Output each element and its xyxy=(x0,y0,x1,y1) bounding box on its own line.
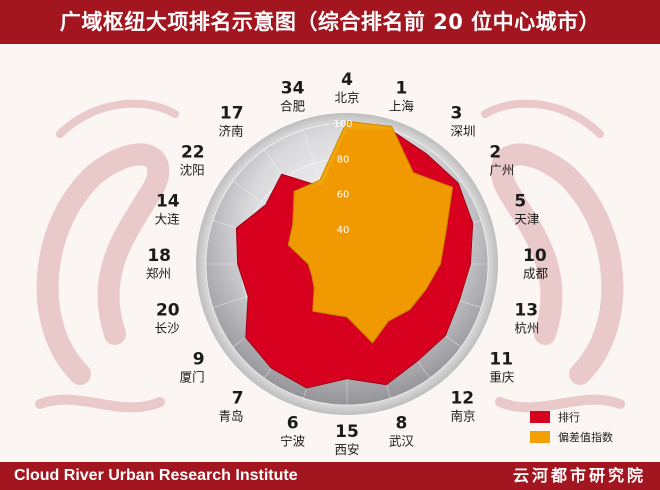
axis-city-label: 天津 xyxy=(514,212,539,227)
axis-rank-label: 34 xyxy=(281,79,305,99)
legend-swatch-rank xyxy=(530,411,550,423)
legend-item-rank: 排行 xyxy=(530,408,640,426)
chart-title: 广域枢纽大项排名示意图（综合排名前 20 位中心城市） xyxy=(59,10,601,34)
axis-rank-label: 15 xyxy=(335,422,359,442)
legend: 排行 偏差值指数 xyxy=(530,408,640,448)
axis-city-label: 沈阳 xyxy=(180,163,205,178)
axis-city-label: 宁波 xyxy=(280,433,306,448)
axis-rank-label: 10 xyxy=(523,246,547,266)
footer-bar: Cloud River Urban Research Institute 云河都… xyxy=(0,462,660,490)
axis-city-label: 深圳 xyxy=(450,124,475,139)
tick-layer: 40 60 80 100 xyxy=(333,119,352,236)
axis-city-label: 厦门 xyxy=(180,369,205,384)
axis-rank-label: 2 xyxy=(489,143,501,163)
axis-city-label: 武汉 xyxy=(389,433,415,448)
axis-city-label: 大连 xyxy=(155,212,181,227)
axis-rank-label: 20 xyxy=(156,300,180,320)
axis-city-label: 济南 xyxy=(219,124,244,139)
axis-rank-label: 4 xyxy=(341,70,353,90)
axis-city-label: 杭州 xyxy=(514,320,539,335)
axis-city-label: 青岛 xyxy=(219,408,244,423)
legend-swatch-score xyxy=(530,431,550,443)
legend-item-score: 偏差值指数 xyxy=(530,428,640,446)
radial-tick-label: 80 xyxy=(337,154,350,165)
axis-city-label: 成都 xyxy=(523,266,549,281)
axis-city-label: 上海 xyxy=(389,99,415,114)
radial-tick-label: 60 xyxy=(337,190,350,201)
axis-rank-label: 1 xyxy=(395,79,407,99)
axis-city-label: 北京 xyxy=(334,90,359,105)
axis-rank-label: 22 xyxy=(181,143,205,163)
title-bar: 广域枢纽大项排名示意图（综合排名前 20 位中心城市） xyxy=(0,0,660,44)
axis-city-label: 郑州 xyxy=(146,266,171,281)
axis-rank-label: 18 xyxy=(147,246,171,266)
axis-city-label: 西安 xyxy=(334,442,359,457)
axis-city-label: 广州 xyxy=(489,163,514,178)
axis-rank-label: 17 xyxy=(220,104,244,124)
axis-city-label: 南京 xyxy=(450,408,475,423)
axis-rank-label: 6 xyxy=(287,413,299,433)
axis-rank-label: 5 xyxy=(514,192,526,212)
legend-label-rank: 排行 xyxy=(558,411,580,424)
axis-rank-label: 14 xyxy=(156,192,180,212)
axis-rank-label: 3 xyxy=(450,104,462,124)
axis-rank-label: 11 xyxy=(489,349,513,369)
radial-tick-label: 40 xyxy=(337,225,350,236)
legend-label-score: 偏差值指数 xyxy=(558,431,613,444)
axis-rank-label: 9 xyxy=(193,349,205,369)
radial-tick-label: 100 xyxy=(333,119,352,130)
axis-city-label: 合肥 xyxy=(280,99,306,114)
axis-city-label: 长沙 xyxy=(155,320,181,335)
footer-institute-cn: 云河都市研究院 xyxy=(512,466,646,485)
axis-rank-label: 12 xyxy=(450,388,474,408)
dragon-decoration xyxy=(35,99,625,413)
axis-rank-label: 13 xyxy=(514,300,538,320)
series-layer xyxy=(235,120,474,389)
axis-rank-label: 8 xyxy=(395,413,407,433)
axis-rank-label: 7 xyxy=(232,388,244,408)
axis-city-label: 重庆 xyxy=(489,369,515,384)
series-score-area xyxy=(287,120,454,344)
footer-institute-en: Cloud River Urban Research Institute xyxy=(14,467,298,484)
